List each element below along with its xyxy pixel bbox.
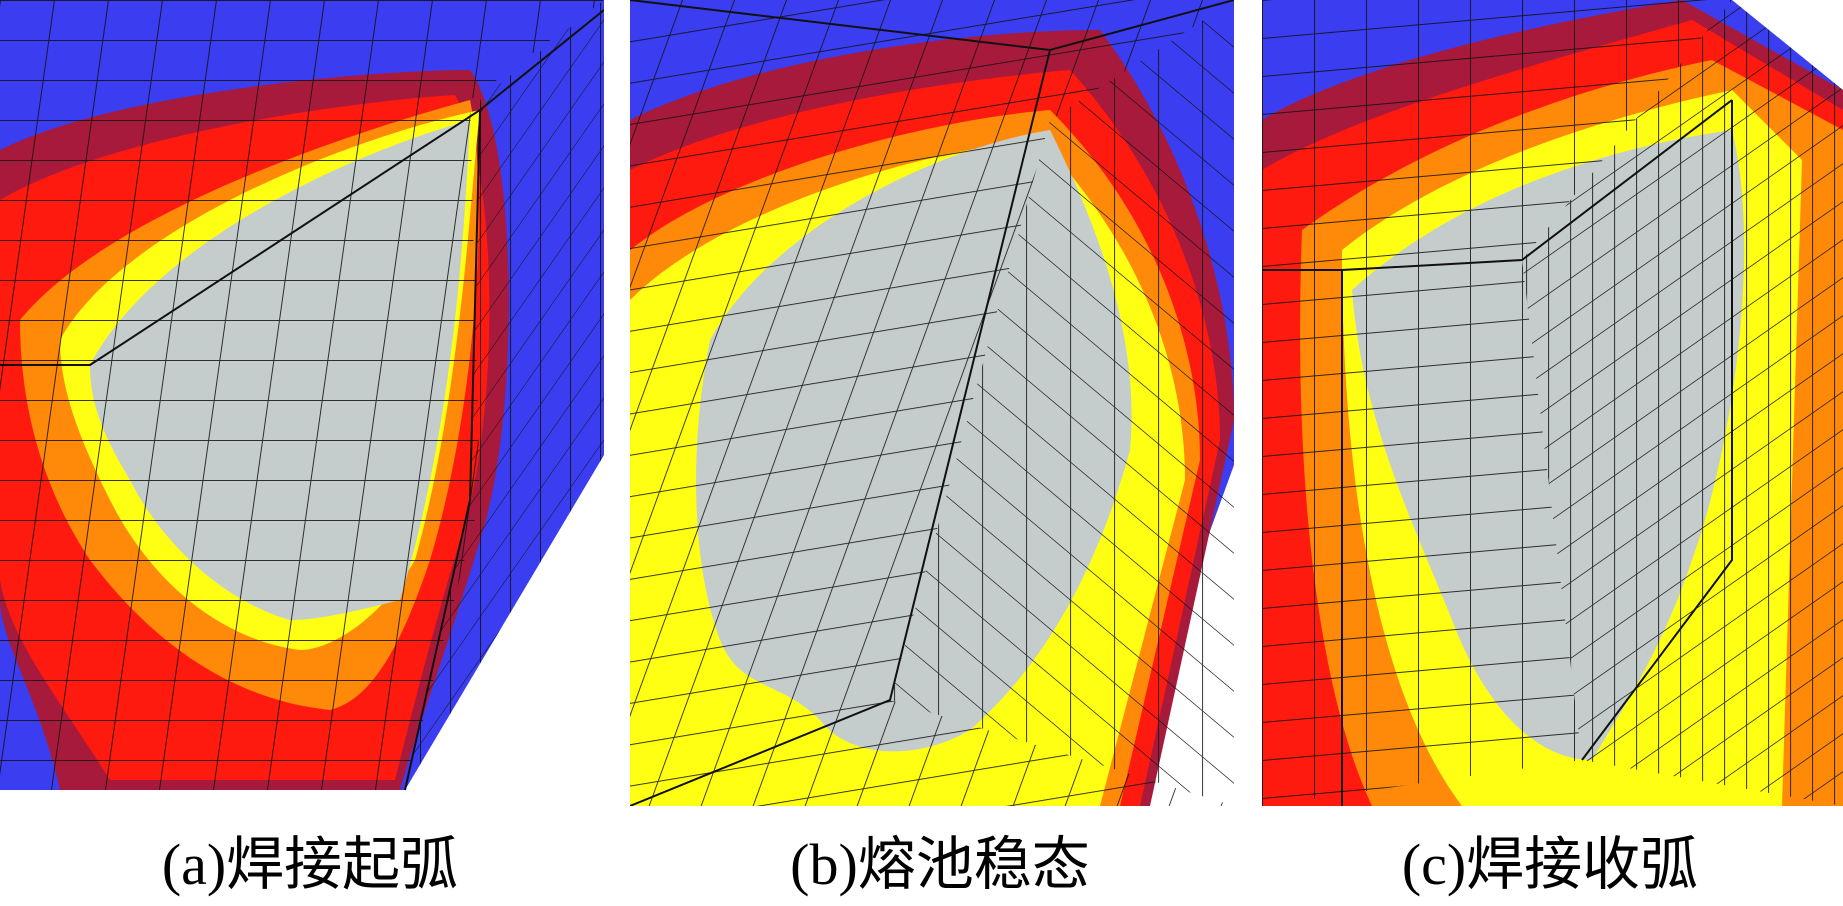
panel-c-weld-end <box>1262 0 1843 806</box>
panel-c-contour-mesh <box>1262 0 1843 806</box>
caption-b: (b)熔池稳态 <box>790 832 1090 897</box>
caption-a: (a)焊接起弧 <box>161 832 459 897</box>
panel-a-contour-mesh <box>0 0 604 791</box>
panel-b-steady-pool <box>630 0 1234 806</box>
panel-a-weld-start <box>0 0 604 806</box>
caption-c: (c)焊接收弧 <box>1401 832 1699 897</box>
panel-b-contour-mesh <box>630 0 1234 806</box>
